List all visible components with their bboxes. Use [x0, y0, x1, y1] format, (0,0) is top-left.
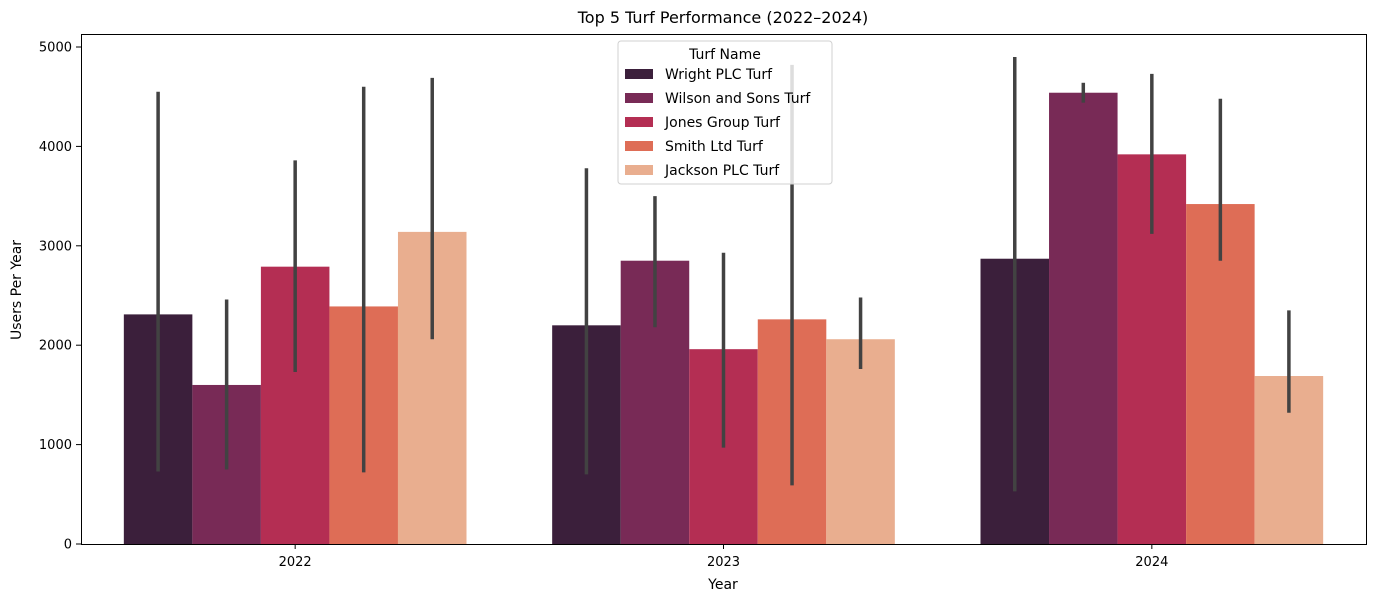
bar-2024-1 [1049, 92, 1118, 544]
y-tick-label-4000: 4000 [39, 140, 72, 155]
legend-swatch-2 [625, 117, 653, 127]
bar-2023-4 [826, 339, 895, 544]
y-axis-label: Users Per Year [9, 240, 25, 340]
legend-swatch-3 [625, 141, 653, 151]
legend-label-4: Jackson PLC Turf [664, 163, 780, 179]
y-tick-label-1000: 1000 [39, 438, 72, 453]
chart-title: Top 5 Turf Performance (2022–2024) [577, 8, 869, 27]
plot-frame [81, 34, 1367, 545]
legend-box [617, 40, 833, 185]
axes-layer: 2022 2023 2024 0 1000 2000 3000 4000 5000 [39, 34, 1367, 570]
y-tick-label-0: 0 [64, 538, 72, 553]
bars-layer [123, 92, 1324, 545]
y-tick-label-5000: 5000 [39, 41, 72, 56]
legend: Turf Name Wright PLC Turf Wilson and Sons … [617, 40, 833, 185]
legend-swatch-1 [625, 93, 653, 103]
legend-label-2: Jones Group Turf [664, 115, 781, 131]
x-tick-label-2024: 2024 [1135, 555, 1168, 570]
x-axis-label: Year [707, 577, 738, 593]
legend-title: Turf Name [688, 47, 761, 63]
legend-label-3: Smith Ltd Turf [665, 139, 764, 155]
legend-label-0: Wright PLC Turf [665, 67, 773, 83]
legend-swatch-4 [625, 165, 653, 175]
x-tick-label-2023: 2023 [707, 555, 740, 570]
legend-label-1: Wilson and Sons Turf [665, 91, 811, 107]
y-tick-label-2000: 2000 [39, 339, 72, 354]
legend-swatch-0 [625, 69, 653, 79]
x-tick-label-2022: 2022 [279, 555, 312, 570]
y-tick-label-3000: 3000 [39, 239, 72, 254]
